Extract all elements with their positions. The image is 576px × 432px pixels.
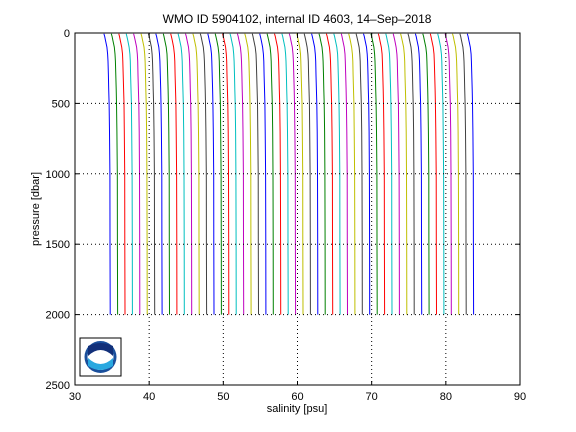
profile-line (155, 33, 163, 315)
y-axis-label: pressure [dbar] (30, 172, 42, 246)
profile-line (414, 33, 423, 315)
profile-line (192, 33, 200, 315)
profile-line (348, 33, 356, 315)
profile-line (422, 33, 430, 315)
profile-line (355, 33, 363, 315)
profile-line (370, 33, 378, 315)
profile-line (140, 33, 148, 315)
profile-line (118, 33, 126, 315)
profile-line (125, 33, 133, 315)
profile-line (400, 33, 408, 315)
profile-line (199, 33, 208, 315)
profile-line (429, 33, 437, 315)
profile-line (214, 33, 222, 315)
x-tick-label: 80 (440, 391, 452, 403)
profile-line (303, 33, 311, 315)
x-tick-label: 50 (217, 391, 229, 403)
profile-line (266, 33, 274, 315)
profile-line (251, 33, 259, 315)
profile-line (296, 33, 304, 315)
profile-line (377, 33, 386, 315)
grid-lines (75, 33, 520, 385)
y-tick-label: 500 (52, 98, 70, 110)
profile-line (452, 33, 460, 315)
profile-line (274, 33, 282, 315)
chart-title: WMO ID 5904102, internal ID 4603, 14–Sep… (163, 12, 432, 26)
profile-line (311, 33, 319, 315)
x-axis: 30 40 50 60 70 80 90 (69, 33, 526, 403)
y-tick-label: 2500 (46, 380, 70, 392)
x-tick-label: 40 (143, 391, 155, 403)
profile-line (103, 33, 111, 315)
profile-line (363, 33, 371, 315)
profile-line (207, 33, 215, 315)
profile-line (110, 33, 119, 315)
x-axis-label: salinity [psu] (267, 403, 328, 415)
profile-line (162, 33, 170, 315)
profile-line (170, 33, 178, 315)
logo-wave (88, 358, 113, 370)
profile-line (259, 33, 267, 315)
y-tick-label: 1000 (46, 169, 70, 181)
profile-line (407, 33, 415, 315)
x-tick-label: 30 (69, 391, 81, 403)
y-tick-label: 0 (64, 28, 70, 40)
profile-line (459, 33, 467, 315)
profile-line (222, 33, 230, 315)
logo-bird (88, 343, 113, 356)
noaa-logo (79, 337, 122, 377)
x-tick-label: 60 (291, 391, 303, 403)
y-tick-label: 1500 (46, 239, 70, 251)
profile-line (318, 33, 326, 315)
x-tick-label: 70 (366, 391, 378, 403)
y-axis: 0 500 1000 1500 2000 2500 (46, 28, 520, 392)
y-tick-label: 2000 (46, 310, 70, 322)
profile-line (147, 33, 156, 315)
profile-line (466, 33, 475, 315)
x-tick-label: 90 (514, 391, 526, 403)
profile-line (325, 33, 334, 315)
profile-line (244, 33, 252, 315)
